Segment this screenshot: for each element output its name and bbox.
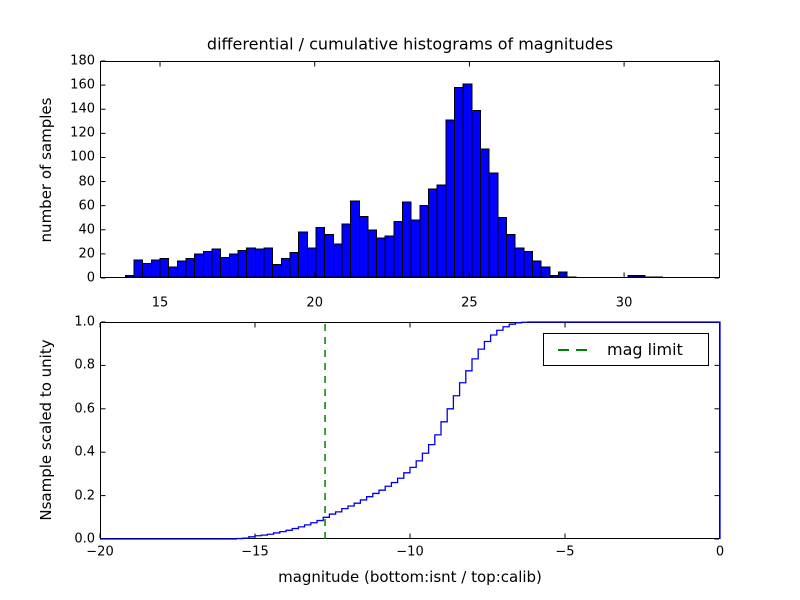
top-xtick-label: 30	[615, 295, 633, 311]
bottom-xtick-label: −20	[86, 544, 114, 560]
top-ytick-label: 180	[70, 53, 95, 69]
histogram-bar	[176, 260, 187, 278]
x-axis-label: magnitude (bottom:isnt / top:calib)	[278, 568, 542, 586]
top-ytick-label: 140	[70, 101, 95, 117]
cumulative-step-line	[100, 321, 721, 540]
histogram-bar	[428, 188, 438, 278]
histogram-bar	[228, 253, 239, 278]
histogram-bar	[480, 148, 490, 278]
top-histogram-plot	[100, 60, 720, 279]
histogram-bar	[514, 247, 525, 278]
top-ytick-label: 40	[78, 222, 95, 238]
histogram-bar	[254, 248, 265, 278]
histogram-bar	[488, 172, 499, 278]
figure-title: differential / cumulative histograms of …	[206, 34, 614, 54]
histogram-bar	[471, 109, 482, 278]
top-xtick-label: 20	[306, 295, 323, 311]
histogram-bar	[133, 259, 144, 278]
histogram-bar	[549, 275, 560, 278]
bottom-ytick-label: 0.0	[74, 531, 95, 547]
bottom-xtick-label: −15	[241, 544, 269, 560]
bottom-cumulative-plot	[99, 321, 721, 540]
top-ytick-label: 0	[86, 270, 95, 286]
histogram-bar	[211, 248, 222, 278]
histogram-bar	[263, 247, 274, 278]
histogram-bar	[532, 260, 542, 278]
legend-dashed-line-sample	[558, 348, 588, 351]
histogram-bar	[367, 229, 378, 278]
top-xtick-label: 15	[151, 295, 169, 311]
histogram-bar	[332, 243, 343, 278]
bottom-ytick-label: 0.6	[74, 401, 95, 417]
legend-label: mag limit	[607, 340, 683, 359]
histogram-bar	[124, 275, 135, 278]
histogram-bar	[324, 234, 334, 278]
histogram-bar	[272, 264, 282, 278]
bottom-ytick-label: 0.4	[74, 444, 95, 460]
histogram-bar	[298, 231, 308, 278]
histogram-bar	[436, 184, 447, 278]
histogram-bar	[506, 234, 516, 278]
histogram-bar	[280, 258, 291, 278]
bottom-ytick-label: 0.2	[74, 488, 95, 504]
histogram-bar	[454, 87, 464, 278]
top-ytick-label: 160	[70, 77, 95, 93]
histogram-bar	[497, 217, 508, 278]
top-ytick-label: 100	[70, 149, 95, 165]
top-ytick-label: 80	[78, 174, 95, 190]
bottom-ytick-label: 0.8	[74, 357, 95, 373]
histogram-bar	[237, 249, 248, 278]
top-xtick-label: 25	[461, 295, 478, 311]
histogram-bar	[462, 83, 473, 278]
histogram-bar	[635, 275, 646, 278]
histogram-bar	[384, 235, 395, 278]
histogram-bar	[523, 250, 534, 278]
histogram-bar	[402, 201, 412, 278]
histogram-bar	[350, 200, 360, 278]
bottom-xtick-label: −5	[555, 544, 575, 560]
histogram-bar	[246, 247, 256, 278]
bottom-xtick-label: −10	[396, 544, 424, 560]
histogram-bar	[558, 271, 568, 278]
histogram-bar	[410, 219, 421, 278]
histogram-bar	[627, 275, 637, 278]
histogram-bar	[289, 252, 300, 278]
histogram-bar	[315, 226, 326, 278]
histogram-bar	[185, 258, 196, 278]
histogram-bar	[376, 237, 386, 278]
bottom-ytick-label: 1.0	[74, 314, 95, 330]
histogram-bar	[159, 258, 170, 278]
histogram-bar	[540, 266, 551, 278]
legend-box: mag limit	[543, 333, 709, 366]
histogram-bar	[168, 266, 178, 278]
histogram-bar	[220, 257, 230, 278]
axis-frame	[100, 61, 720, 278]
top-ytick-label: 20	[78, 246, 95, 262]
top-ytick-label: 60	[78, 198, 95, 214]
histogram-bar	[150, 259, 161, 278]
histogram-bar	[142, 263, 152, 278]
top-ytick-label: 120	[70, 125, 95, 141]
histogram-bar	[358, 216, 369, 278]
bottom-y-axis-label: Nsample scaled to unity	[37, 339, 55, 521]
histogram-bar	[341, 223, 352, 278]
histogram-bar	[445, 119, 456, 278]
bottom-xtick-label: 0	[715, 544, 725, 560]
histogram-bar	[202, 250, 213, 278]
histogram-bar	[194, 253, 204, 278]
top-y-axis-label: number of samples	[37, 97, 55, 243]
histogram-bar	[393, 220, 404, 278]
histogram-bar	[419, 205, 430, 278]
